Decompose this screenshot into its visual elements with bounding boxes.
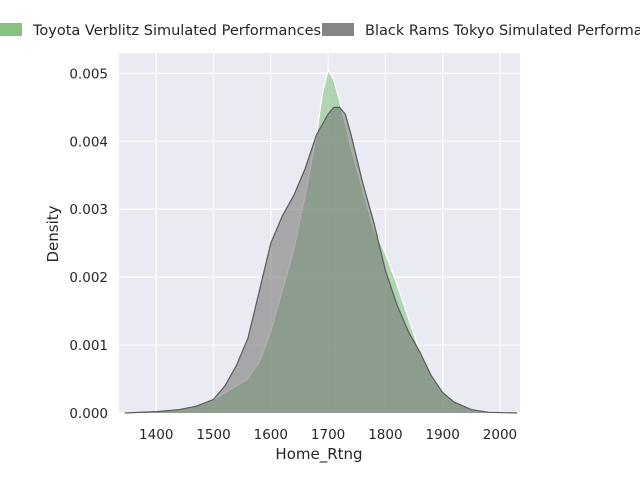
legend: Toyota Verblitz Simulated Performances Bl… xyxy=(0,23,640,39)
y-axis-label: Density xyxy=(44,205,62,262)
x-tick-label: 1600 xyxy=(254,427,288,443)
x-tick-label: 1700 xyxy=(311,427,345,443)
series-area-2 xyxy=(124,107,518,414)
y-tick-label: 0.000 xyxy=(69,406,108,422)
x-axis-label: Home_Rtng xyxy=(275,445,362,464)
y-tick-label: 0.004 xyxy=(69,134,108,150)
series-layer xyxy=(124,68,518,414)
y-tick-label: 0.005 xyxy=(69,66,108,82)
x-tick-label: 1400 xyxy=(139,427,173,443)
legend-swatch-1 xyxy=(0,23,22,36)
y-axis-ticks: 0.000 0.001 0.002 0.003 0.004 0.005 xyxy=(69,66,108,422)
y-tick-label: 0.002 xyxy=(69,270,108,286)
x-tick-label: 1800 xyxy=(368,427,402,443)
legend-label-1: Toyota Verblitz Simulated Performances xyxy=(32,23,321,39)
legend-swatch-2 xyxy=(322,23,354,36)
x-axis-ticks: 1400 1500 1600 1700 1800 1900 2000 xyxy=(139,427,517,443)
x-tick-label: 1900 xyxy=(425,427,459,443)
series-line-2 xyxy=(124,106,518,414)
x-tick-label: 1500 xyxy=(196,427,230,443)
y-tick-label: 0.003 xyxy=(69,202,108,218)
x-tick-label: 2000 xyxy=(483,427,517,443)
y-tick-label: 0.001 xyxy=(69,338,108,354)
legend-label-2: Black Rams Tokyo Simulated Performances xyxy=(365,23,640,39)
